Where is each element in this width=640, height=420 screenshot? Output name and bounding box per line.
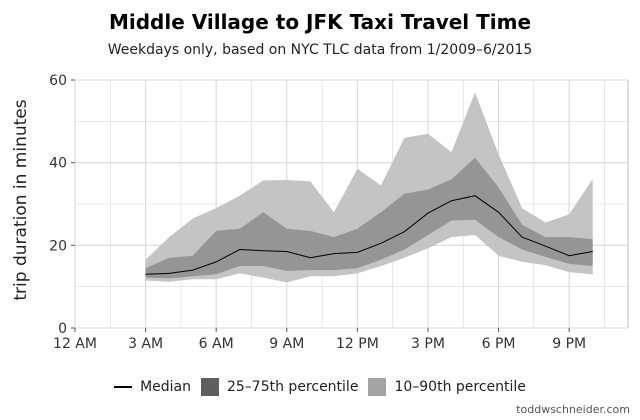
y-tick-label: 20: [49, 238, 67, 254]
legend-item-25-75: 25–75th percentile: [200, 378, 359, 396]
chart-title: Middle Village to JFK Taxi Travel Time: [108, 10, 532, 34]
x-tick-label: 9 PM: [552, 336, 586, 352]
legend-swatch-10-90: [368, 378, 387, 396]
median-line: [145, 195, 593, 275]
x-tick-labels: 12 AM 3 AM 6 AM 9 AM 12 PM 3 PM 6 PM 9 PM: [53, 328, 586, 352]
y-tick-label: 0: [58, 321, 67, 337]
x-tick-label: 3 PM: [411, 336, 445, 352]
x-tick-label: 12 PM: [336, 336, 379, 352]
y-tick-label: 40: [49, 156, 67, 172]
x-tick-label: 9 AM: [269, 336, 304, 352]
legend-swatch-median: [114, 386, 133, 388]
legend-item-median: Median: [114, 379, 191, 395]
chart-subtitle: Weekdays only, based on NYC TLC data fro…: [107, 42, 533, 58]
legend-swatch-25-75: [200, 378, 219, 396]
legend-label-median: Median: [140, 379, 191, 395]
chart-plot: 0 20 40 60 12 AM 3 AM 6 AM 9 AM 12 PM 3 PM 6 PM 9 …: [49, 73, 629, 352]
x-tick-label: 12 AM: [53, 336, 97, 352]
y-tick-label: 60: [49, 73, 67, 89]
band-25-75-percentile: [145, 157, 593, 279]
legend-label-10-90: 10–90th percentile: [394, 379, 526, 395]
x-tick-label: 3 AM: [128, 336, 163, 352]
x-tick-label: 6 PM: [482, 336, 516, 352]
legend: Median 25–75th percentile 10–90th percen…: [0, 378, 640, 396]
legend-label-25-75: 25–75th percentile: [226, 379, 359, 395]
y-tick-labels: 0 20 40 60: [49, 73, 75, 337]
legend-item-10-90: 10–90th percentile: [368, 378, 526, 396]
x-tick-label: 6 AM: [199, 336, 234, 352]
credit-text: toddwschneider.com: [516, 403, 630, 416]
